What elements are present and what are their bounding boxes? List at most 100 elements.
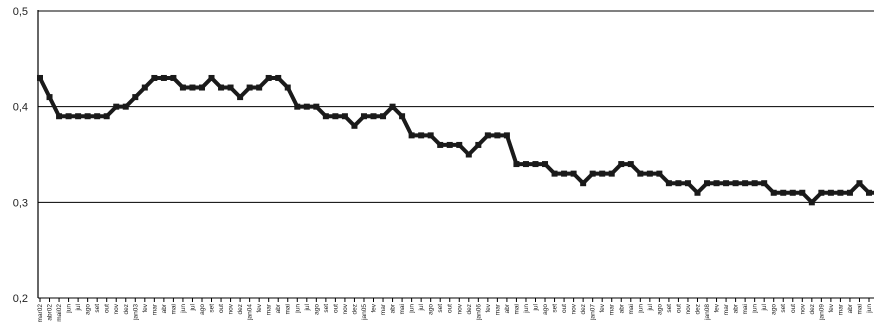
x-tick-label: abr — [618, 303, 625, 313]
x-tick-label: jun — [409, 304, 416, 314]
data-point — [666, 180, 672, 186]
data-point — [752, 180, 758, 186]
x-tick-label: jan03 — [132, 304, 139, 321]
x-tick-label: nov — [228, 303, 235, 314]
data-point — [628, 161, 634, 167]
data-point — [866, 190, 872, 196]
x-tick-label: jun — [866, 304, 873, 314]
data-point — [428, 132, 434, 138]
x-tick-label: mar — [266, 303, 273, 315]
x-tick-label: set — [209, 304, 216, 313]
x-tick-label: jun — [523, 304, 530, 314]
data-point — [218, 85, 224, 91]
x-tick-label: jan06 — [475, 304, 482, 321]
x-tick-label: mai — [742, 304, 749, 314]
data-point — [809, 199, 815, 205]
x-tick-label: fev — [142, 303, 149, 312]
data-point — [209, 75, 215, 81]
x-tick-label: nov — [571, 303, 578, 314]
data-point — [37, 75, 43, 81]
data-point — [313, 104, 319, 110]
data-point — [675, 180, 681, 186]
data-point — [351, 123, 357, 129]
data-point — [256, 85, 262, 91]
x-tick-label: mai — [856, 304, 863, 314]
data-point — [56, 113, 62, 119]
x-tick-label: jul — [418, 303, 425, 311]
data-point — [828, 190, 834, 196]
x-tick-label: dez — [351, 304, 358, 314]
data-point — [142, 85, 148, 91]
x-tick-label: fev — [371, 303, 378, 312]
data-point — [247, 85, 253, 91]
data-point — [704, 180, 710, 186]
data-point — [94, 113, 100, 119]
x-tick-label: nov — [456, 303, 463, 314]
data-point — [504, 132, 510, 138]
data-point — [113, 104, 119, 110]
data-point — [714, 180, 720, 186]
data-point — [199, 85, 205, 91]
x-tick-label: jul — [761, 303, 768, 311]
data-point — [475, 142, 481, 148]
x-tick-label: jan08 — [704, 304, 711, 321]
data-point — [723, 180, 729, 186]
x-tick-label: mar02 — [37, 304, 44, 322]
x-tick-label: jun — [180, 304, 187, 314]
data-point — [571, 171, 577, 177]
x-tick-label: jun — [66, 304, 73, 314]
data-point — [685, 180, 691, 186]
data-point — [799, 190, 805, 196]
data-point — [790, 190, 796, 196]
data-point — [599, 171, 605, 177]
x-tick-label: dez — [580, 304, 587, 314]
x-tick-label: jan04 — [247, 304, 254, 321]
data-point — [66, 113, 72, 119]
x-tick-label: jan07 — [590, 304, 597, 321]
x-tick-label: abr — [390, 303, 397, 313]
data-point — [371, 113, 377, 119]
y-tick-label: 0,3 — [13, 197, 28, 209]
data-point — [523, 161, 529, 167]
data-point — [761, 180, 767, 186]
data-point — [161, 75, 167, 81]
x-tick-label: jul — [304, 303, 311, 311]
data-point — [323, 113, 329, 119]
x-tick-label: nov — [113, 303, 120, 314]
data-point — [447, 142, 453, 148]
data-point — [494, 132, 500, 138]
data-point — [47, 94, 53, 100]
data-point — [733, 180, 739, 186]
y-tick-label: 0,4 — [13, 102, 28, 114]
data-point — [837, 190, 843, 196]
x-tick-label: mai — [285, 304, 292, 314]
data-point — [304, 104, 310, 110]
x-tick-label: out — [675, 304, 682, 313]
x-tick-label: abr — [161, 303, 168, 313]
data-point — [532, 161, 538, 167]
data-point — [75, 113, 81, 119]
x-tick-label: jun — [637, 304, 644, 314]
data-point — [847, 190, 853, 196]
data-point — [237, 94, 243, 100]
data-point — [275, 75, 281, 81]
data-point — [332, 113, 338, 119]
x-tick-label: fev — [256, 303, 263, 312]
data-point — [561, 171, 567, 177]
x-tick-label: mai — [628, 304, 635, 314]
data-point — [228, 85, 234, 91]
data-point — [390, 104, 396, 110]
x-tick-label: out — [790, 304, 797, 313]
data-point — [637, 171, 643, 177]
data-point — [780, 190, 786, 196]
x-tick-label: jul — [189, 303, 196, 311]
data-point — [85, 113, 91, 119]
data-point — [189, 85, 195, 91]
data-point — [609, 171, 615, 177]
data-point — [580, 180, 586, 186]
data-point — [542, 161, 548, 167]
x-tick-label: set — [323, 304, 330, 313]
x-tick-label: set — [437, 304, 444, 313]
